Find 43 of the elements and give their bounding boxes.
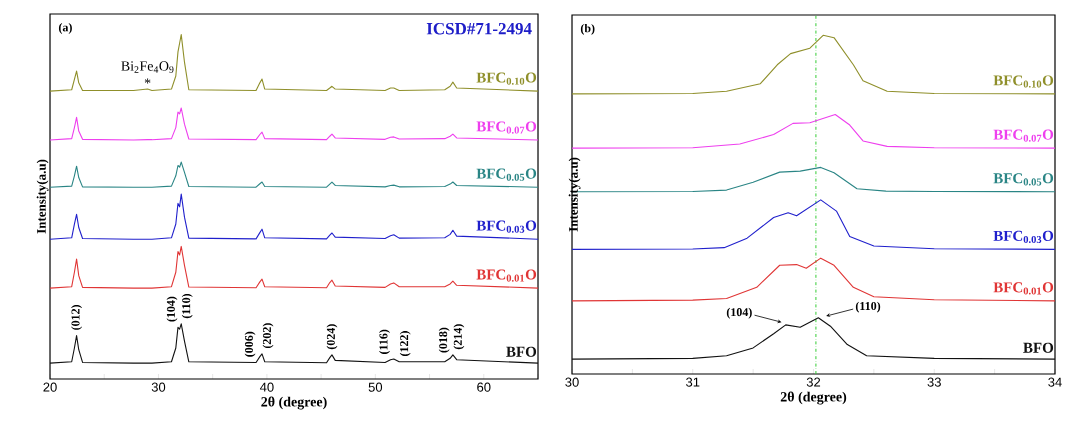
annotation: (104) <box>166 296 178 322</box>
x-tick-label: 33 <box>927 377 941 387</box>
y-axis-title: Intensity(a.u) <box>568 157 581 232</box>
series-label: BFC$_{0.01}$O <box>993 282 1054 295</box>
series-label: BFC$_{0.07}$O <box>476 121 537 134</box>
series-label: BFC$_{0.10}$O <box>993 75 1054 88</box>
chart-title: (b) <box>580 23 595 35</box>
annotation: * <box>144 78 151 84</box>
annotation: (214) <box>453 324 465 350</box>
annotation: (018) <box>438 327 450 353</box>
series-label: BFO <box>1023 342 1054 353</box>
x-tick-label: 40 <box>259 382 274 392</box>
x-tick-label: 30 <box>565 377 579 387</box>
y-axis-title: Intensity(a.u) <box>36 159 49 234</box>
series-label: BFC$_{0.10}$O <box>476 72 537 85</box>
x-axis-title: 2θ (degree) <box>780 391 847 405</box>
series-label: BFC$_{0.05}$O <box>993 173 1054 186</box>
series-label: BFC$_{0.05}$O <box>476 168 537 181</box>
series-label: BFC$_{0.07}$O <box>993 129 1054 142</box>
chart-title: (a) <box>58 23 72 34</box>
text: ICSD#71-2494 <box>426 22 532 35</box>
x-tick-label: 20 <box>43 382 57 392</box>
series-label: BFC$_{0.01}$O <box>476 269 537 282</box>
x-tick-label: 50 <box>368 382 383 392</box>
annotation: (202) <box>262 323 274 349</box>
series-label: BFC$_{0.03}$O <box>993 230 1054 244</box>
annotation: (110) <box>855 301 881 313</box>
annotation: (012) <box>71 304 83 330</box>
annotation: (116) <box>379 329 390 354</box>
annotation: (024) <box>326 324 338 350</box>
series-label: BFO <box>506 346 537 357</box>
annotation: (006) <box>244 331 256 357</box>
annotation: (122) <box>399 331 411 357</box>
annotation: (110) <box>181 293 193 319</box>
x-tick-label: 32 <box>806 377 821 387</box>
annotation: Bi$_{2}$Fe$_{4}$O$_{9}$ <box>121 61 174 73</box>
x-tick-label: 34 <box>1048 377 1062 387</box>
x-axis-title: 2θ (degree) <box>261 396 327 410</box>
annotation: (104) <box>726 307 752 319</box>
x-tick-label: 30 <box>151 382 166 392</box>
x-tick-label: 60 <box>477 382 491 392</box>
series-label: BFC$_{0.03}$O <box>476 220 537 233</box>
x-tick-label: 31 <box>686 377 700 387</box>
